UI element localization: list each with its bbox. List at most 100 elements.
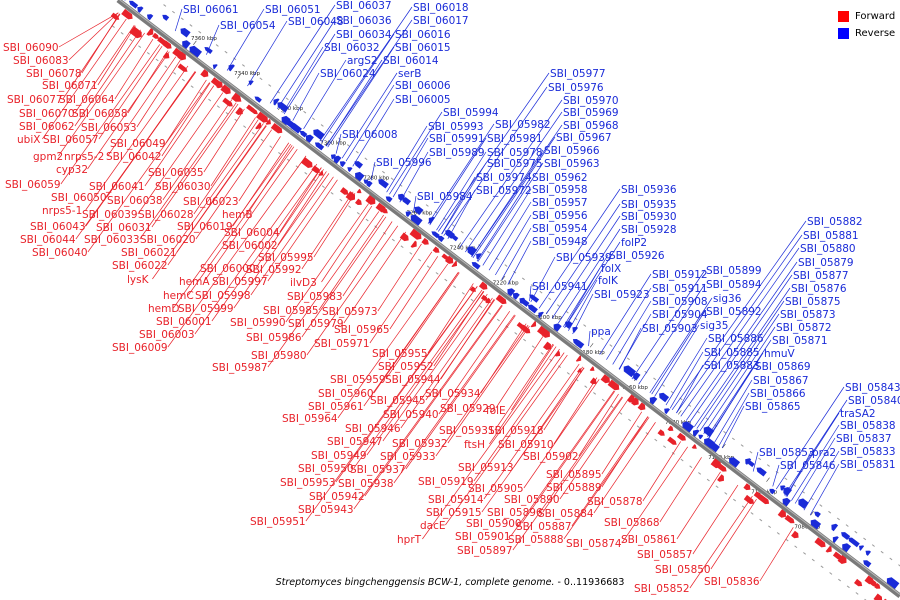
reverse-gene-label: SBI_05981 bbox=[487, 133, 543, 145]
forward-leader-line bbox=[389, 256, 439, 330]
reverse-gene-label: SBI_05843 bbox=[845, 382, 900, 394]
reverse-gene-arrow bbox=[814, 511, 821, 518]
forward-gene-arrow bbox=[222, 97, 233, 107]
forward-gene-label: SBI_05997 bbox=[212, 276, 268, 288]
track-dash bbox=[811, 558, 815, 562]
forward-gene-label: SBI_05932 bbox=[392, 438, 448, 450]
reverse-leader-line bbox=[612, 300, 652, 365]
reverse-leader-line bbox=[564, 241, 621, 329]
reverse-leader-line bbox=[459, 99, 563, 248]
reverse-gene-label: SBI_05936 bbox=[621, 184, 677, 196]
track-dash bbox=[540, 352, 544, 355]
forward-leader-line bbox=[162, 99, 233, 201]
track-dash bbox=[207, 37, 210, 41]
legend-item-reverse: Reverse bbox=[838, 25, 895, 42]
forward-leader-line bbox=[353, 304, 503, 510]
track-dash bbox=[488, 312, 492, 315]
forward-leader-line bbox=[306, 225, 399, 356]
track-dash bbox=[636, 425, 640, 429]
reverse-leader-line bbox=[477, 162, 544, 262]
reverse-leader-line bbox=[292, 72, 320, 121]
reverse-gene-label: SBI_05833 bbox=[840, 446, 896, 458]
reverse-gene-arrow bbox=[574, 340, 585, 349]
forward-leader-line bbox=[759, 527, 794, 582]
forward-gene-arrow bbox=[554, 350, 561, 357]
forward-leader-line bbox=[366, 291, 485, 456]
forward-gene-arrow bbox=[255, 122, 262, 130]
forward-gene-label: SBI_05931 bbox=[439, 425, 495, 437]
reverse-leader-line bbox=[283, 33, 336, 115]
forward-gene-label: SBI_06035 bbox=[148, 167, 204, 179]
forward-gene-label: SBI_06077 bbox=[7, 94, 63, 106]
reverse-gene-label: SBI_05865 bbox=[745, 401, 801, 413]
tick-label: 7180 kbp bbox=[579, 350, 605, 356]
track-dash bbox=[425, 204, 429, 207]
reverse-gene-arrow bbox=[565, 321, 573, 329]
forward-gene-arrow bbox=[577, 368, 582, 373]
reverse-gene-label: SBI_06032 bbox=[324, 42, 380, 54]
track-dash bbox=[400, 245, 404, 249]
track-dash bbox=[164, 65, 168, 68]
reverse-leader-line bbox=[471, 149, 544, 258]
forward-gene-arrow bbox=[129, 26, 142, 39]
track-dash bbox=[838, 578, 842, 582]
track-dash bbox=[889, 557, 893, 561]
forward-gene-label: cyp32 bbox=[56, 164, 88, 176]
reverse-gene-arrow bbox=[664, 408, 670, 415]
track-dash bbox=[356, 212, 360, 215]
reverse-gene-arrow bbox=[347, 167, 353, 172]
track-dash bbox=[479, 305, 483, 309]
reverse-gene-label: SBI_05881 bbox=[803, 230, 859, 242]
reverse-gene-arrow bbox=[512, 292, 520, 300]
track-dash bbox=[172, 10, 176, 14]
reverse-gene-label: pra2 bbox=[812, 447, 836, 459]
reverse-gene-label: hmuV bbox=[764, 348, 796, 360]
reverse-leader-line bbox=[669, 351, 704, 409]
reverse-leader-line bbox=[721, 405, 745, 449]
reverse-leader-line bbox=[649, 297, 713, 393]
track-dash bbox=[243, 125, 247, 128]
reverse-gene-label: SBI_05966 bbox=[544, 145, 600, 157]
reverse-gene-label: folP2 bbox=[621, 237, 647, 249]
forward-gene-label: SBI_05884 bbox=[538, 508, 594, 520]
forward-gene-label: SBI_06053 bbox=[81, 122, 137, 134]
reverse-gene-label: SBI_05875 bbox=[785, 296, 841, 308]
forward-leader-line bbox=[523, 379, 600, 489]
forward-gene-label: SBI_05919 bbox=[418, 476, 474, 488]
track-dash bbox=[610, 405, 614, 409]
forward-leader-line bbox=[58, 32, 145, 157]
forward-gene-arrow bbox=[837, 554, 847, 564]
track-dash bbox=[355, 150, 359, 154]
forward-gene-arrow bbox=[873, 593, 883, 600]
forward-gene-arrow bbox=[717, 474, 724, 482]
reverse-gene-label: SBI_05923 bbox=[594, 289, 650, 301]
forward-leader-line bbox=[165, 79, 207, 144]
track-dash bbox=[706, 478, 710, 482]
reverse-leader-line bbox=[671, 220, 807, 410]
reverse-gene-arrow bbox=[299, 130, 308, 138]
reverse-gene-arrow bbox=[290, 123, 302, 134]
forward-gene-label: SBI_06019 bbox=[177, 221, 233, 233]
forward-leader-line bbox=[75, 71, 197, 240]
forward-gene-label: SBI_05971 bbox=[314, 338, 370, 350]
forward-gene-label: SBI_05852 bbox=[634, 583, 690, 595]
reverse-leader-line bbox=[563, 254, 609, 328]
reverse-leader-line bbox=[327, 46, 395, 148]
forward-gene-label: SBI_06058 bbox=[72, 108, 128, 120]
reverse-leader-line bbox=[335, 133, 342, 154]
forward-gene-arrow bbox=[589, 366, 595, 371]
track-dash bbox=[146, 52, 150, 55]
forward-gene-arrow bbox=[200, 69, 209, 78]
reverse-gene-arrow bbox=[431, 231, 440, 239]
forward-gene-label: SBI_05951 bbox=[250, 516, 306, 528]
track-dash bbox=[766, 464, 770, 467]
track-dash bbox=[486, 250, 490, 254]
forward-gene-arrow bbox=[854, 578, 863, 587]
reverse-leader-line bbox=[638, 283, 706, 385]
reverse-leader-line bbox=[714, 379, 753, 443]
reverse-leader-line bbox=[568, 279, 598, 331]
reverse-gene-arrow bbox=[365, 181, 373, 188]
legend: Forward Reverse bbox=[838, 8, 895, 42]
reverse-gene-arrow bbox=[859, 545, 865, 551]
